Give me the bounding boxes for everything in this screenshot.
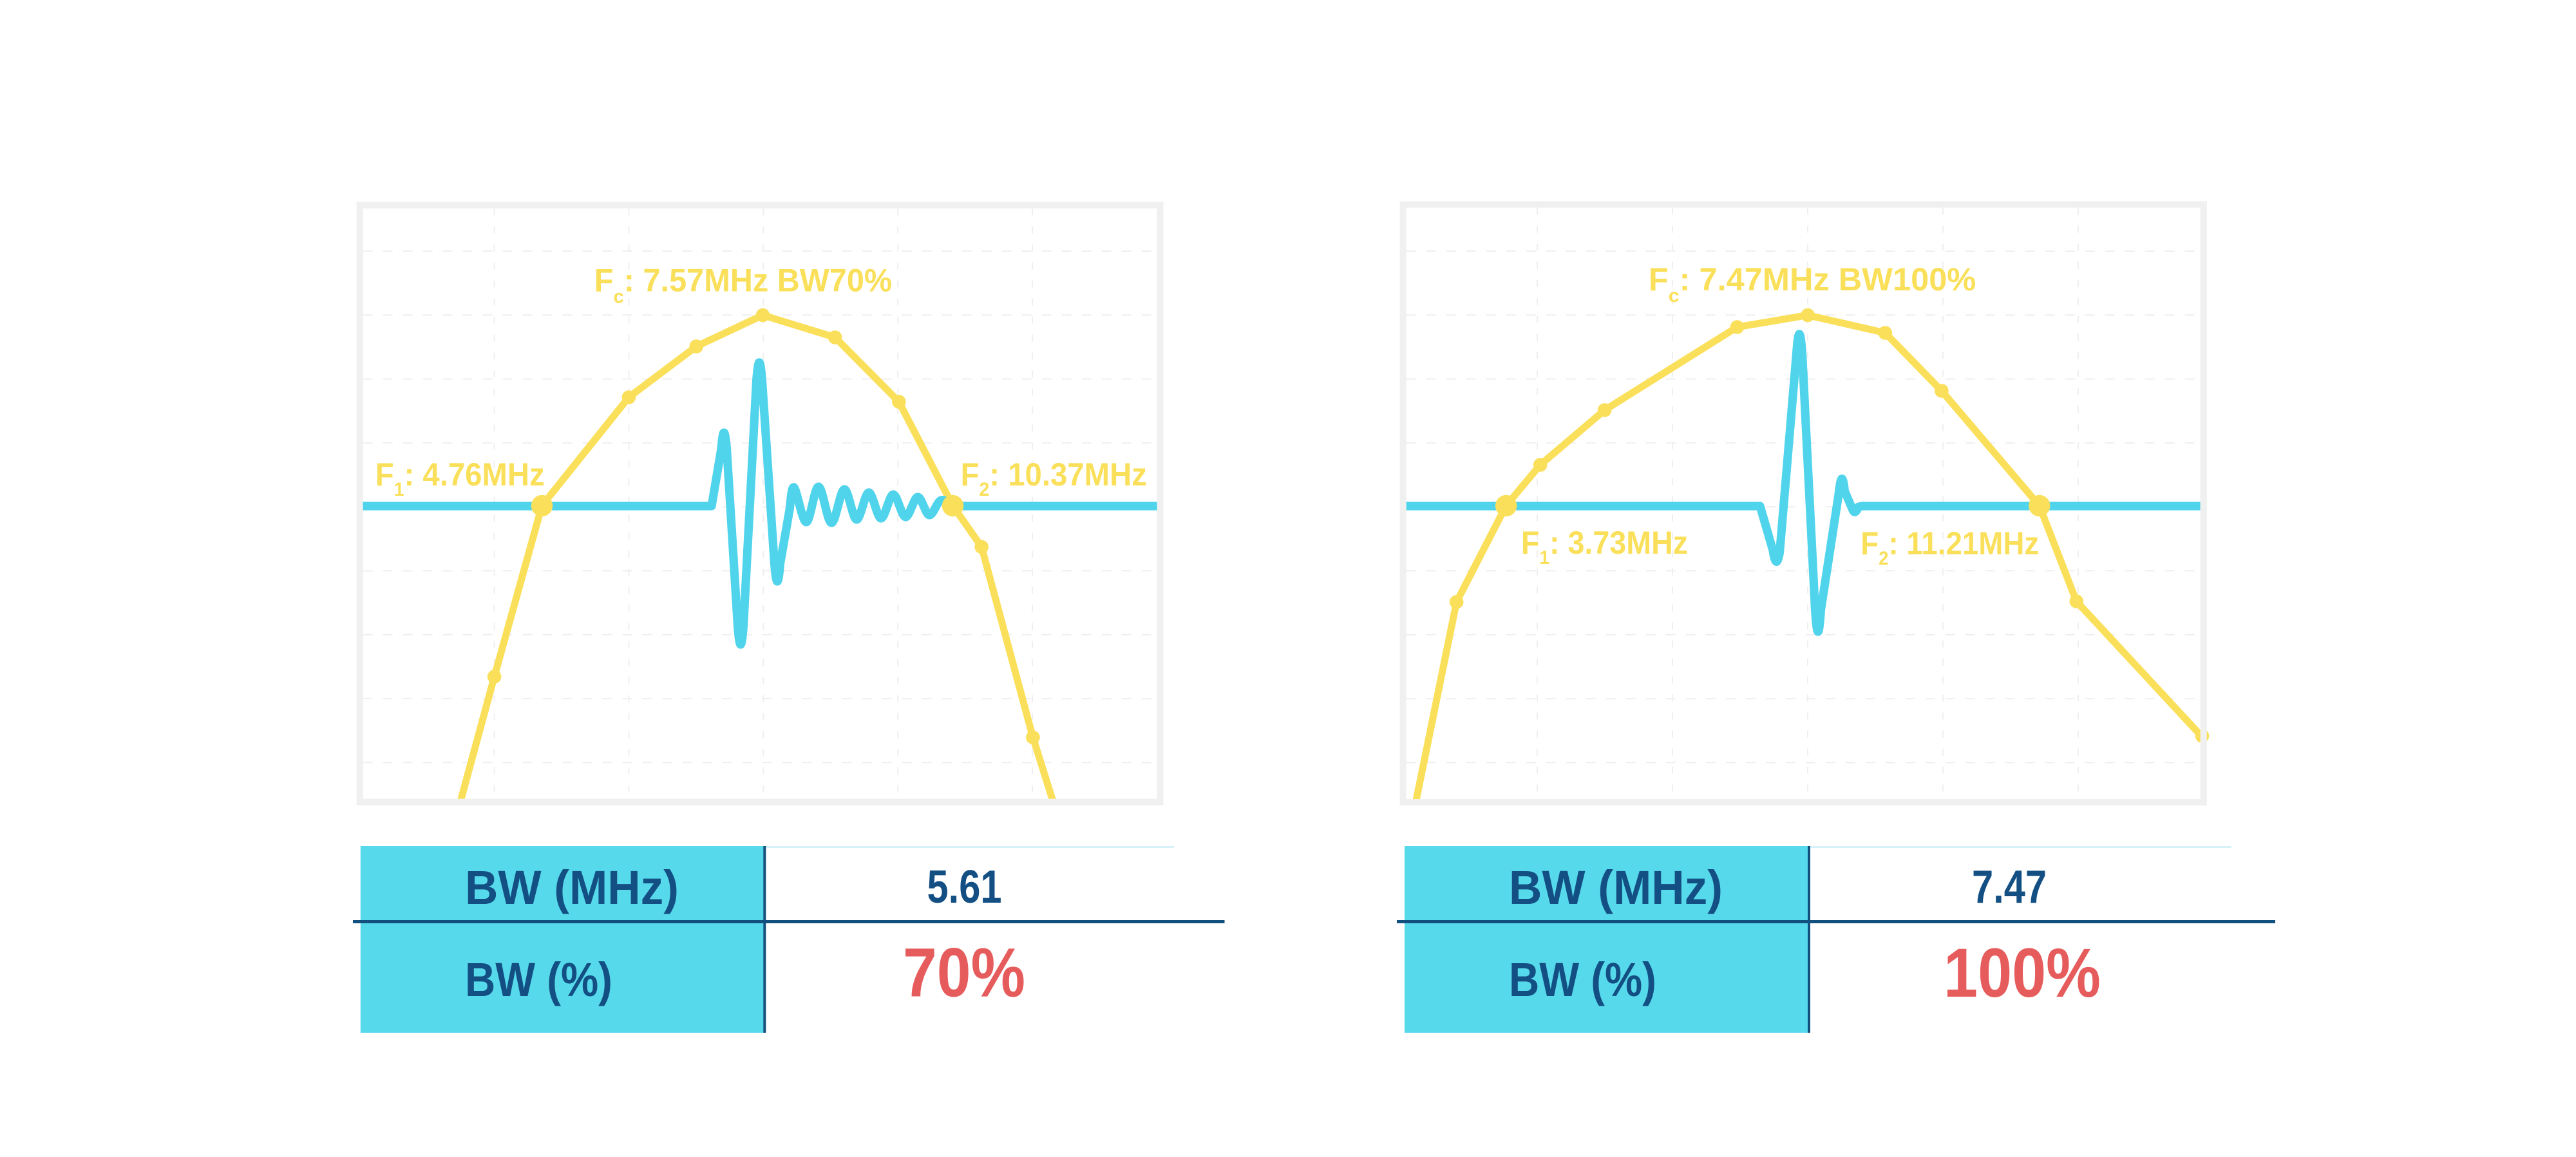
svg-text:BW (%): BW (%) bbox=[465, 953, 612, 1006]
svg-text:70%: 70% bbox=[903, 934, 1025, 1011]
svg-text:BW (MHz): BW (MHz) bbox=[1509, 861, 1723, 915]
svg-text:BW (MHz): BW (MHz) bbox=[465, 861, 679, 915]
svg-text:100%: 100% bbox=[1944, 934, 2101, 1011]
svg-text:5.61: 5.61 bbox=[927, 861, 1002, 914]
svg-text:7.47: 7.47 bbox=[1972, 861, 2047, 914]
svg-text:BW (%): BW (%) bbox=[1509, 953, 1656, 1006]
